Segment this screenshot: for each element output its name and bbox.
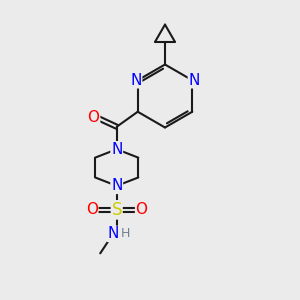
Text: O: O (136, 202, 148, 217)
Text: O: O (88, 110, 100, 125)
Text: S: S (112, 201, 122, 219)
Text: N: N (130, 73, 142, 88)
Text: N: N (111, 178, 122, 194)
Text: N: N (188, 73, 200, 88)
Text: N: N (111, 142, 122, 157)
Text: O: O (86, 202, 98, 217)
Text: N: N (107, 226, 119, 241)
Text: H: H (120, 227, 130, 240)
